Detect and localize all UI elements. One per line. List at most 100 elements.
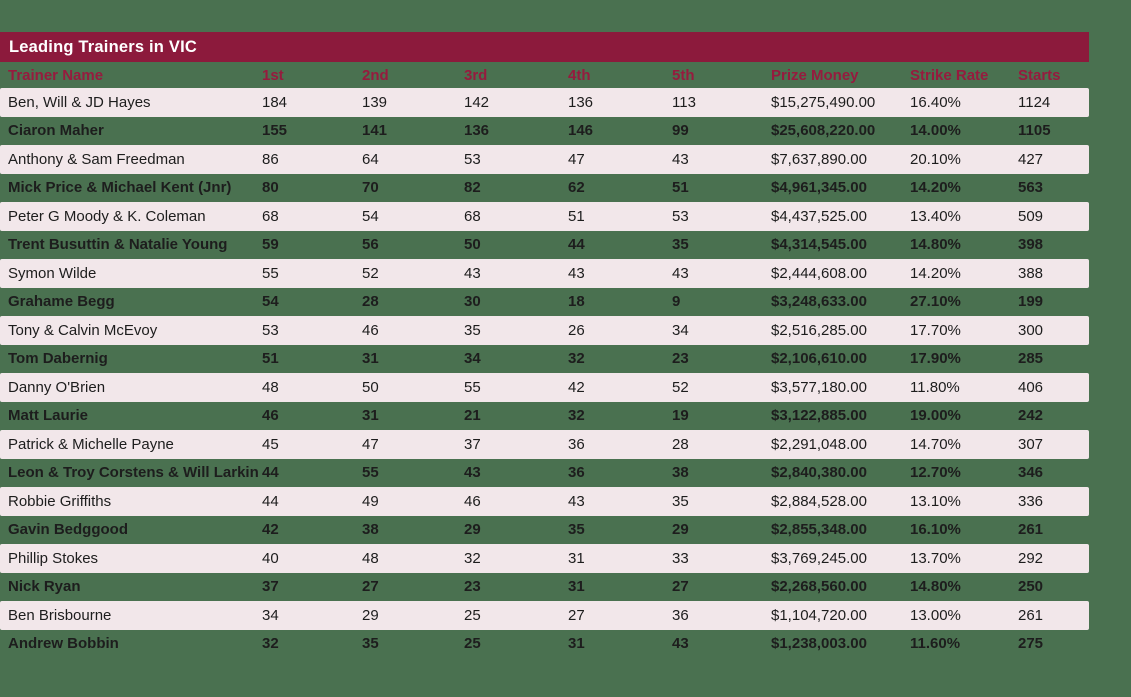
stat-cell: 45 [262,435,279,453]
stat-cell: $2,840,380.00 [771,464,867,482]
stat-cell: 14.80% [910,578,961,596]
trainer-name-cell: Tom Dabernig [8,350,108,368]
table-row: Symon Wilde 55 52 43 43 43 $2,444,608.00 14.20%… [0,259,1089,288]
trainer-name-cell: Phillip Stokes [8,549,99,567]
trainer-name-cell: Danny O'Brien [8,378,106,396]
stat-cell: 55 [262,264,279,282]
stat-cell: 51 [568,207,585,225]
stat-cell: $2,106,610.00 [771,350,867,368]
stat-cell: 56 [362,236,379,254]
stat-cell: 44 [568,236,585,254]
stat-cell: 34 [672,321,689,339]
stat-cell: 70 [362,179,379,197]
stat-cell: 14.20% [910,179,961,197]
table-header-row: Trainer Name 1st 2nd 3rd 4th 5th Prize Money St… [0,62,1089,88]
stat-cell: 14.00% [910,122,961,140]
stat-cell: 11.80% [910,378,960,396]
table-row: Robbie Griffiths 44 49 46 43 35 $2,884,528.00 1… [0,487,1089,516]
stat-cell: 146 [568,122,594,140]
stat-cell: 50 [464,236,481,254]
stat-cell: 32 [262,635,279,653]
stat-cell: $25,608,220.00 [771,122,876,140]
stat-cell: 35 [672,492,689,510]
stat-cell: 68 [262,207,279,225]
table-row: Tony & Calvin McEvoy 53 46 35 26 34 $2,516,285… [0,316,1089,345]
stat-cell: 42 [568,378,585,396]
trainer-name-cell: Peter G Moody & K. Coleman [8,207,206,225]
table-title-bar: Leading Trainers in VIC [0,32,1089,62]
stat-cell: 31 [568,549,585,567]
trainer-name-cell: Nick Ryan [8,578,81,596]
stat-cell: 9 [672,293,681,311]
stat-cell: 11.60% [910,635,961,653]
stat-cell: 32 [568,350,585,368]
trainer-name-cell: Trent Busuttin & Natalie Young [8,236,228,254]
stat-cell: 42 [262,521,279,539]
stat-cell: 30 [464,293,481,311]
stat-cell: $1,238,003.00 [771,635,867,653]
table-row: Ben, Will & JD Hayes 184 139 142 136 113 $15,2… [0,88,1089,117]
table-row: Leon & Troy Corstens & Will Larkin 44 55 43… [0,459,1089,488]
stat-cell: 29 [672,521,689,539]
stat-cell: 16.10% [910,521,961,539]
stat-cell: $3,248,633.00 [771,293,867,311]
stat-cell: 563 [1018,179,1044,197]
stat-cell: 86 [262,150,279,168]
trainer-name-cell: Ben Brisbourne [8,606,112,624]
stat-cell: 43 [672,635,689,653]
stat-cell: 53 [672,207,689,225]
stat-cell: $2,268,560.00 [771,578,867,596]
stat-cell: $2,516,285.00 [771,321,867,339]
stat-cell: 27.10% [910,293,961,311]
stat-cell: 14.80% [910,236,961,254]
stat-cell: 64 [362,150,379,168]
stat-cell: $1,104,720.00 [771,606,867,624]
table-row: Trent Busuttin & Natalie Young 59 56 50 44 35… [0,231,1089,260]
table-row: Tom Dabernig 51 31 34 32 23 $2,106,610.00 17.90… [0,345,1089,374]
trainer-name-cell: Patrick & Michelle Payne [8,435,174,453]
stat-cell: 1124 [1018,93,1051,111]
stat-cell: 406 [1018,378,1044,396]
stat-cell: 36 [568,435,585,453]
stat-cell: 509 [1018,207,1044,225]
trainer-name-cell: Tony & Calvin McEvoy [8,321,158,339]
stat-cell: $7,637,890.00 [771,150,867,168]
stat-cell: 25 [464,635,481,653]
stat-cell: 16.40% [910,93,961,111]
stat-cell: $3,769,245.00 [771,549,867,567]
stat-cell: 17.90% [910,350,961,368]
stat-cell: 261 [1018,521,1044,539]
table-row: Phillip Stokes 40 48 32 31 33 $3,769,245.00 13.… [0,544,1089,573]
stat-cell: 35 [672,236,689,254]
stat-cell: $15,275,490.00 [771,93,876,111]
stat-cell: 141 [362,122,388,140]
stat-cell: 43 [464,464,481,482]
stat-cell: 33 [672,549,689,567]
stat-cell: 250 [1018,578,1044,596]
stat-cell: 54 [362,207,379,225]
stat-cell: 12.70% [910,464,961,482]
stat-cell: 136 [464,122,490,140]
stat-cell: 34 [464,350,481,368]
stat-cell: $3,122,885.00 [771,407,867,425]
stat-cell: 35 [464,321,481,339]
table-row: Gavin Bedggood 42 38 29 35 29 $2,855,348.00 16.… [0,516,1089,545]
stat-cell: 55 [362,464,379,482]
stat-cell: 44 [262,464,279,482]
stat-cell: 19.00% [910,407,961,425]
column-header-trainer-name: Trainer Name [8,66,104,84]
stat-cell: 29 [464,521,481,539]
stat-cell: 54 [262,293,279,311]
stat-cell: 35 [362,635,379,653]
stat-cell: 1105 [1018,122,1051,140]
stat-cell: 25 [464,606,481,624]
stat-cell: 13.10% [910,492,961,510]
stat-cell: 43 [672,264,689,282]
stat-cell: 37 [262,578,279,596]
stat-cell: 43 [672,150,689,168]
stat-cell: 50 [362,378,379,396]
stat-cell: 43 [568,492,585,510]
trainer-name-cell: Robbie Griffiths [8,492,112,510]
stat-cell: 38 [362,521,379,539]
stat-cell: 53 [464,150,481,168]
